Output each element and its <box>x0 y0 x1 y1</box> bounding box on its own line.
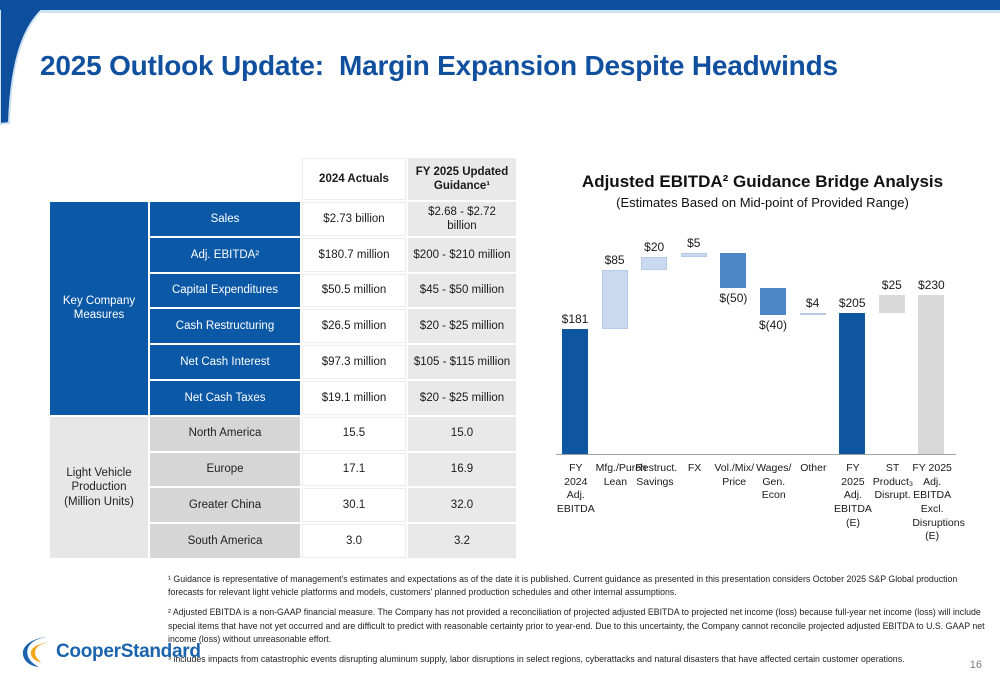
row-label-net-cash-interest: Net Cash Interest <box>150 345 300 379</box>
x-axis-label: FY 2024 Adj. EBITDA <box>556 462 595 515</box>
waterfall-bar-3 <box>641 256 668 271</box>
x-axis-label: Mfg./Purch Lean <box>595 462 647 488</box>
outlook-table: 2024 Actuals FY 2025 Updated Guidance¹ K… <box>50 158 516 558</box>
x-axis-label: FY 2025 Adj. EBITDA (E) <box>833 462 872 529</box>
value-sales-guidance: $2.68 - $2.72 billion <box>408 202 516 236</box>
row-label-adj-ebitda: Adj. EBITDA² <box>150 237 300 272</box>
value-net-cash-taxes-actual: $19.1 million <box>302 380 406 415</box>
waterfall-bar-4 <box>680 253 707 257</box>
column-header-2024-actuals: 2024 Actuals <box>302 158 406 200</box>
bar-value-label: $25 <box>881 278 902 293</box>
value-europe-actual: 17.1 <box>302 452 406 487</box>
x-axis-labels: FY 2024 Adj. EBITDA Mfg./Purch Lean Restru… <box>556 462 965 544</box>
group-label-key-company-measures: Key Company Measures <box>50 202 148 415</box>
bar-value-label: $85 <box>604 253 625 268</box>
value-adj-ebitda-guidance: $200 - $210 million <box>408 237 516 272</box>
page-number: 16 <box>969 659 982 671</box>
value-north-america-guidance: 15.0 <box>408 416 516 451</box>
waterfall-bar-5 <box>720 253 747 288</box>
row-label-capital-expenditures: Capital Expenditures <box>150 273 300 308</box>
waterfall-plot: $181 $85 $20 $5 $(50) $(40) $4 $205 $25 $230 <box>556 227 956 455</box>
value-net-cash-interest-actual: $97.3 million <box>302 345 406 379</box>
waterfall-bar-1 <box>562 329 588 454</box>
row-label-cash-restructuring: Cash Restructuring <box>150 309 300 344</box>
chart-subtitle: (Estimates Based on Mid-point of Provide… <box>616 195 909 210</box>
footnotes: ¹ Guidance is representative of manageme… <box>168 573 990 673</box>
waterfall-bar-6 <box>760 287 786 316</box>
value-south-america-actual: 3.0 <box>302 524 406 558</box>
row-label-sales: Sales <box>150 202 300 236</box>
x-axis-label: ST Product₃ Disrupt. <box>872 462 914 502</box>
value-sales-actual: $2.73 billion <box>302 202 406 236</box>
value-south-america-guidance: 3.2 <box>408 524 516 558</box>
logo-swoosh-icon <box>22 637 49 667</box>
column-header-fy2025-guidance: FY 2025 Updated Guidance¹ <box>408 158 516 200</box>
value-net-cash-taxes-guidance: $20 - $25 million <box>408 380 516 415</box>
value-net-cash-interest-guidance: $105 - $115 million <box>408 345 516 379</box>
value-capex-guidance: $45 - $50 million <box>408 273 516 308</box>
value-capex-actual: $50.5 million <box>302 273 406 308</box>
x-axis-label: Vol./Mix/ Price <box>714 462 755 488</box>
cooper-standard-logo: CooperStandard <box>22 635 201 669</box>
x-axis-label: Restruct. Savings <box>635 462 678 488</box>
page-title: 2025 Outlook Update: Margin Expansion De… <box>40 50 838 81</box>
top-accent-bar <box>0 0 1000 10</box>
waterfall-bar-9 <box>878 295 905 313</box>
footnote-2: ² Adjusted EBITDA is a non-GAAP financia… <box>168 607 985 644</box>
x-axis-label: FX <box>687 462 702 474</box>
bar-value-label: $230 <box>918 278 945 293</box>
bar-value-label: $181 <box>561 312 589 327</box>
logo-text: CooperStandard <box>56 641 201 662</box>
waterfall-bar-8 <box>839 312 866 454</box>
row-label-europe: Europe <box>150 452 300 487</box>
bar-value-label: $(50) <box>719 290 748 305</box>
x-axis-label: Other <box>800 462 827 474</box>
value-europe-guidance: 16.9 <box>408 452 516 487</box>
bar-value-label: $(40) <box>758 318 787 333</box>
chart-title: Adjusted EBITDA² Guidance Bridge Analysi… <box>581 172 944 191</box>
value-greater-china-guidance: 32.0 <box>408 488 516 523</box>
row-label-south-america: South America <box>150 524 300 558</box>
group-label-light-vehicle-production: Light Vehicle Production (Million Units) <box>50 416 148 558</box>
waterfall-bar-10 <box>918 295 945 454</box>
footnote-3: ³ includes impacts from catastrophic eve… <box>168 653 905 664</box>
corner-curve-decoration <box>0 0 57 126</box>
row-label-north-america: North America <box>150 416 300 451</box>
bar-value-label: $205 <box>838 295 866 310</box>
bar-value-label: $20 <box>644 239 665 254</box>
value-greater-china-actual: 30.1 <box>302 488 406 523</box>
bar-value-label: $4 <box>805 295 820 310</box>
row-label-net-cash-taxes: Net Cash Taxes <box>150 380 300 415</box>
waterfall-bar-2 <box>601 270 628 330</box>
value-cash-restructuring-guidance: $20 - $25 million <box>408 309 516 344</box>
bar-value-label: $5 <box>687 236 701 251</box>
row-label-greater-china: Greater China <box>150 488 300 523</box>
x-axis-label: Wages/ Gen. Econ <box>756 462 792 502</box>
value-adj-ebitda-actual: $180.7 million <box>302 237 406 272</box>
waterfall-bar-7 <box>799 312 826 316</box>
value-north-america-actual: 15.5 <box>302 416 406 451</box>
x-axis-label: FY 2025 Adj. EBITDA Excl. Disruptions (E… <box>912 462 965 543</box>
chart-header: Adjusted EBITDA² Guidance Bridge Analysi… <box>540 172 985 210</box>
value-cash-restructuring-actual: $26.5 million <box>302 309 406 344</box>
footnote-1: ¹ Guidance is representative of manageme… <box>168 574 958 598</box>
top-accent-underline <box>0 10 1000 13</box>
